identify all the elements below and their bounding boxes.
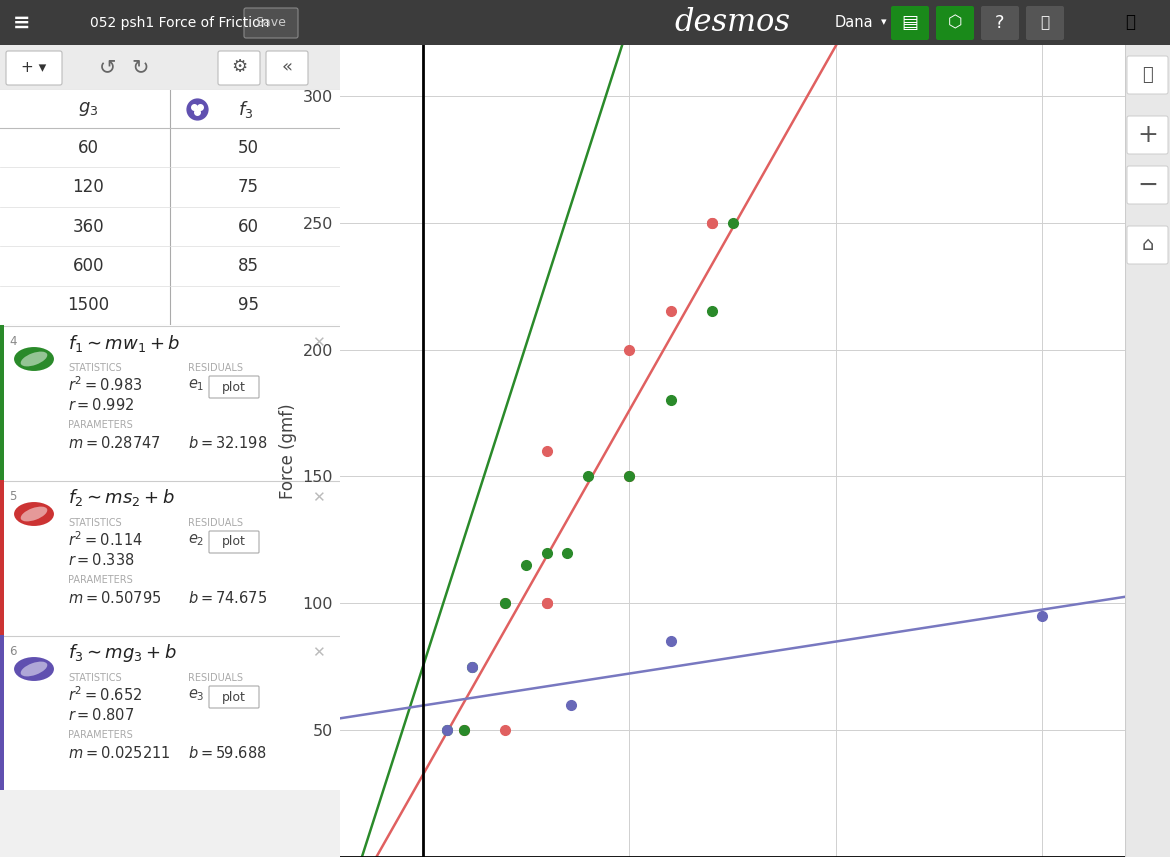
Text: −: − <box>1137 173 1158 197</box>
Text: Save: Save <box>255 16 287 29</box>
Text: 360: 360 <box>73 218 104 236</box>
Text: $b = $59.688: $b = $59.688 <box>188 745 267 761</box>
FancyBboxPatch shape <box>1127 166 1168 204</box>
Text: $f_3 \sim mg_3 + b$: $f_3 \sim mg_3 + b$ <box>68 642 177 664</box>
Text: ⚙: ⚙ <box>230 58 247 76</box>
Bar <box>0 480 4 635</box>
Ellipse shape <box>21 662 47 676</box>
FancyBboxPatch shape <box>1127 226 1168 264</box>
FancyBboxPatch shape <box>892 6 929 40</box>
Text: $f_2 \sim ms_2 + b$: $f_2 \sim ms_2 + b$ <box>68 488 176 508</box>
FancyBboxPatch shape <box>209 376 259 398</box>
Text: 600: 600 <box>73 257 104 275</box>
Text: $e_3$: $e_3$ <box>188 687 205 703</box>
Text: $r = $0.338: $r = $0.338 <box>68 552 135 568</box>
FancyBboxPatch shape <box>209 686 259 708</box>
Text: ?: ? <box>996 14 1005 32</box>
Text: 60: 60 <box>78 139 99 157</box>
Text: $e_2$: $e_2$ <box>188 532 205 548</box>
Text: ↻: ↻ <box>131 57 149 77</box>
Text: 85: 85 <box>238 257 259 275</box>
Text: ⬡: ⬡ <box>948 14 962 32</box>
Text: $b = $74.675: $b = $74.675 <box>188 590 267 606</box>
Text: $r^2 = $0.652: $r^2 = $0.652 <box>68 686 143 704</box>
Text: $m = $0.025211: $m = $0.025211 <box>68 745 171 761</box>
FancyBboxPatch shape <box>980 6 1019 40</box>
Text: plot: plot <box>222 381 246 393</box>
Ellipse shape <box>13 501 55 527</box>
FancyBboxPatch shape <box>936 6 973 40</box>
Text: $e_1$: $e_1$ <box>188 377 205 393</box>
Text: RESIDUALS: RESIDUALS <box>188 363 243 373</box>
Text: +: + <box>1137 123 1158 147</box>
FancyBboxPatch shape <box>6 51 62 85</box>
Ellipse shape <box>21 506 47 521</box>
Text: $r^2 = $0.114: $r^2 = $0.114 <box>68 530 143 549</box>
Text: 50: 50 <box>238 139 259 157</box>
Text: 🔧: 🔧 <box>1126 14 1135 32</box>
Text: ✕: ✕ <box>311 490 324 505</box>
Text: STATISTICS: STATISTICS <box>68 673 122 683</box>
Text: ▾: ▾ <box>881 17 887 27</box>
Text: 75: 75 <box>238 178 259 196</box>
Text: $m = $0.28747: $m = $0.28747 <box>68 435 160 451</box>
Text: ✕: ✕ <box>311 645 324 660</box>
Text: PARAMETERS: PARAMETERS <box>68 730 132 740</box>
Text: RESIDUALS: RESIDUALS <box>188 673 243 683</box>
Text: 60: 60 <box>238 218 259 236</box>
FancyBboxPatch shape <box>218 51 260 85</box>
Text: ↺: ↺ <box>99 57 117 77</box>
Text: ⌂: ⌂ <box>1141 236 1154 255</box>
FancyBboxPatch shape <box>1127 116 1168 154</box>
Text: plot: plot <box>222 691 246 704</box>
Text: 🔧: 🔧 <box>1142 66 1152 84</box>
Text: Dana: Dana <box>835 15 874 30</box>
FancyBboxPatch shape <box>1127 56 1168 94</box>
FancyBboxPatch shape <box>266 51 308 85</box>
FancyBboxPatch shape <box>209 531 259 553</box>
FancyBboxPatch shape <box>1026 6 1064 40</box>
Text: PARAMETERS: PARAMETERS <box>68 420 132 430</box>
Text: $g_3$: $g_3$ <box>78 100 98 118</box>
Text: desmos: desmos <box>674 7 791 38</box>
Text: RESIDUALS: RESIDUALS <box>188 518 243 528</box>
Text: ✕: ✕ <box>311 335 324 350</box>
Text: ≡: ≡ <box>13 13 30 33</box>
Ellipse shape <box>13 346 55 372</box>
Text: «: « <box>282 58 292 76</box>
Text: $r = $0.807: $r = $0.807 <box>68 707 135 723</box>
Text: plot: plot <box>222 536 246 548</box>
Text: ▤: ▤ <box>902 14 918 32</box>
Text: + ▾: + ▾ <box>21 60 47 75</box>
Text: 6: 6 <box>9 645 16 658</box>
Text: $m = $0.50795: $m = $0.50795 <box>68 590 161 606</box>
Text: 🌐: 🌐 <box>1040 15 1049 30</box>
Text: $f_3$: $f_3$ <box>238 99 253 119</box>
FancyBboxPatch shape <box>245 8 298 38</box>
Text: $f_1 \sim mw_1 + b$: $f_1 \sim mw_1 + b$ <box>68 333 180 353</box>
Text: $r = $0.992: $r = $0.992 <box>68 397 135 413</box>
Text: $b = $32.198: $b = $32.198 <box>188 435 268 451</box>
Bar <box>0 325 4 480</box>
Text: $r^2 = $0.983: $r^2 = $0.983 <box>68 375 143 394</box>
Ellipse shape <box>13 656 55 682</box>
Text: STATISTICS: STATISTICS <box>68 518 122 528</box>
Text: STATISTICS: STATISTICS <box>68 363 122 373</box>
Text: PARAMETERS: PARAMETERS <box>68 575 132 585</box>
Text: 5: 5 <box>9 490 16 503</box>
Text: 95: 95 <box>238 297 259 315</box>
Text: 120: 120 <box>73 178 104 196</box>
Text: 4: 4 <box>9 335 16 348</box>
Text: 052 psh1 Force of Friction: 052 psh1 Force of Friction <box>90 15 269 29</box>
Text: 1500: 1500 <box>68 297 110 315</box>
Y-axis label: Force (gmf): Force (gmf) <box>278 403 297 499</box>
Ellipse shape <box>21 351 47 367</box>
Bar <box>0 635 4 790</box>
